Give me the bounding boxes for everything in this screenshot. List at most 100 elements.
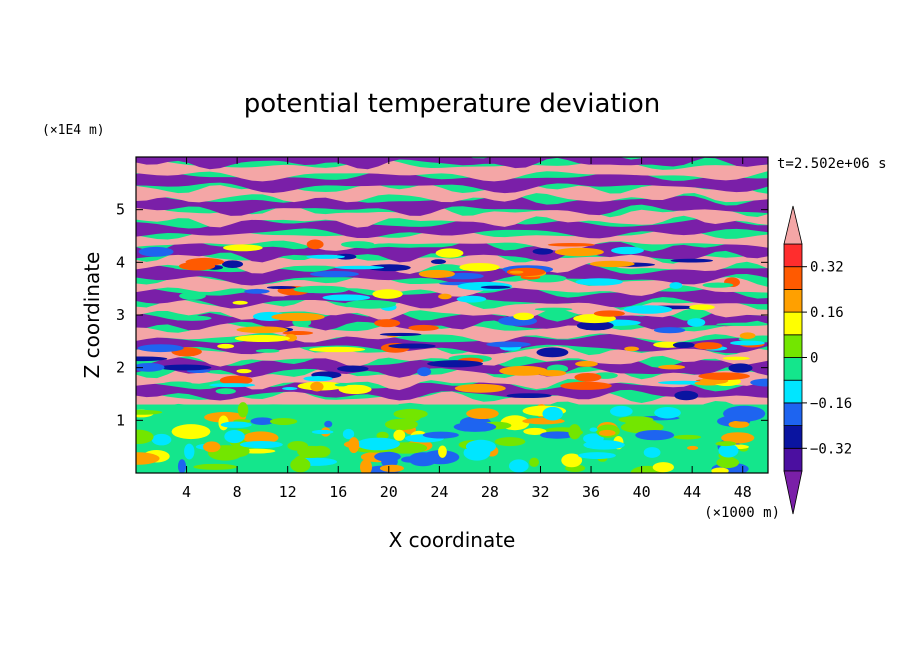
- field-patch: [164, 381, 192, 386]
- x-unit-label: (×1000 m): [704, 505, 780, 521]
- field-patch: [698, 372, 750, 380]
- y-tick-label: 1: [116, 411, 125, 429]
- x-tick-label: 32: [531, 483, 549, 501]
- field-patch: [137, 344, 184, 353]
- field-patch: [324, 420, 333, 428]
- y-unit-label: (×1E4 m): [42, 123, 105, 138]
- field-patch: [136, 409, 163, 415]
- field-patch: [589, 427, 598, 432]
- field-patch: [234, 334, 290, 343]
- field-patch: [384, 418, 418, 431]
- field-patch: [494, 437, 526, 447]
- colorbar-swatch: [783, 311, 803, 336]
- colorbar-swatch: [783, 357, 803, 381]
- field-patch: [673, 434, 702, 440]
- x-tick-label: 48: [734, 483, 752, 501]
- x-tick-label: 8: [233, 483, 242, 501]
- field-patch: [297, 445, 327, 458]
- field-patch: [575, 360, 598, 367]
- y-axis-ticks: 1 2 3 4 5: [116, 201, 768, 429]
- field-patch: [236, 326, 288, 334]
- field-patch: [376, 431, 389, 440]
- field-patch: [687, 318, 706, 327]
- field-patch: [269, 417, 298, 425]
- field-patch: [220, 421, 252, 428]
- colorbar-min-arrow: [783, 470, 803, 515]
- field-patch: [172, 315, 212, 321]
- field-patch: [282, 330, 314, 336]
- field-patch: [185, 257, 225, 266]
- colorbar: 0.32 0.16 0 −0.16 −0.32: [783, 205, 852, 515]
- field-patch: [193, 463, 238, 470]
- chart-title: potential temperature deviation: [244, 89, 660, 119]
- colorbar-max-arrow: [783, 205, 803, 245]
- field-patch: [310, 381, 324, 392]
- field-patch: [337, 365, 369, 372]
- field-patch: [393, 429, 406, 441]
- field-band: [136, 286, 768, 309]
- field-patch: [408, 324, 439, 331]
- field-patch: [574, 372, 602, 382]
- field-patch: [215, 388, 236, 395]
- field-patch: [379, 464, 405, 472]
- field-patch: [222, 260, 244, 268]
- field-patch: [529, 457, 540, 468]
- field-patch: [523, 427, 547, 435]
- colorbar-tick-label: −0.32: [810, 441, 852, 457]
- field-patch: [136, 429, 154, 445]
- field-patch: [750, 378, 768, 387]
- field-patch: [652, 462, 674, 473]
- field-patch: [728, 363, 753, 373]
- field-patch: [653, 327, 686, 334]
- field-patch: [310, 270, 359, 278]
- field-patch: [658, 364, 686, 370]
- field-patch: [486, 341, 531, 348]
- field-patch: [138, 246, 174, 257]
- field-patch: [618, 416, 654, 424]
- field-patch: [303, 376, 333, 382]
- field-patch: [672, 341, 695, 349]
- field-patch: [367, 264, 411, 272]
- field-patch: [728, 420, 750, 428]
- field-patch: [293, 285, 350, 294]
- field-patch: [417, 367, 432, 377]
- field-patch: [540, 431, 575, 439]
- field-patch: [306, 239, 324, 250]
- field-patch: [179, 291, 206, 300]
- colorbar-swatch: [783, 402, 803, 426]
- field-patch: [718, 443, 739, 458]
- colorbar-tick-label: 0.16: [810, 305, 844, 321]
- y-axis-label: Z coordinate: [80, 252, 104, 379]
- field-patch: [136, 356, 168, 362]
- field-patch: [715, 441, 737, 447]
- field-patch: [356, 437, 400, 451]
- field-patch: [611, 246, 644, 255]
- field-patch: [583, 440, 625, 450]
- field-patch: [334, 265, 385, 270]
- field-patch: [255, 349, 280, 353]
- field-patch: [158, 364, 212, 371]
- field-patch: [171, 424, 211, 440]
- y-tick-label: 5: [116, 201, 125, 219]
- field-patch: [266, 285, 296, 290]
- field-patch: [624, 346, 639, 352]
- field-patch: [372, 289, 403, 299]
- field-patch: [532, 248, 554, 255]
- field-patch: [340, 241, 375, 248]
- field-patch: [538, 369, 567, 377]
- field-patch: [711, 467, 729, 473]
- colorbar-swatch: [783, 288, 803, 313]
- colorbar-swatch: [783, 425, 803, 449]
- field-patch: [348, 437, 360, 454]
- colorbar-swatch: [783, 379, 803, 404]
- x-tick-label: 16: [329, 483, 347, 501]
- field-patch: [290, 457, 311, 473]
- field-patch: [480, 285, 511, 289]
- field-patch: [598, 429, 616, 437]
- field-band: [136, 170, 768, 194]
- field-patch: [456, 295, 487, 303]
- field-patch: [459, 262, 500, 272]
- field-band: [136, 193, 768, 216]
- field-patch: [374, 319, 401, 328]
- field-patch: [435, 248, 464, 258]
